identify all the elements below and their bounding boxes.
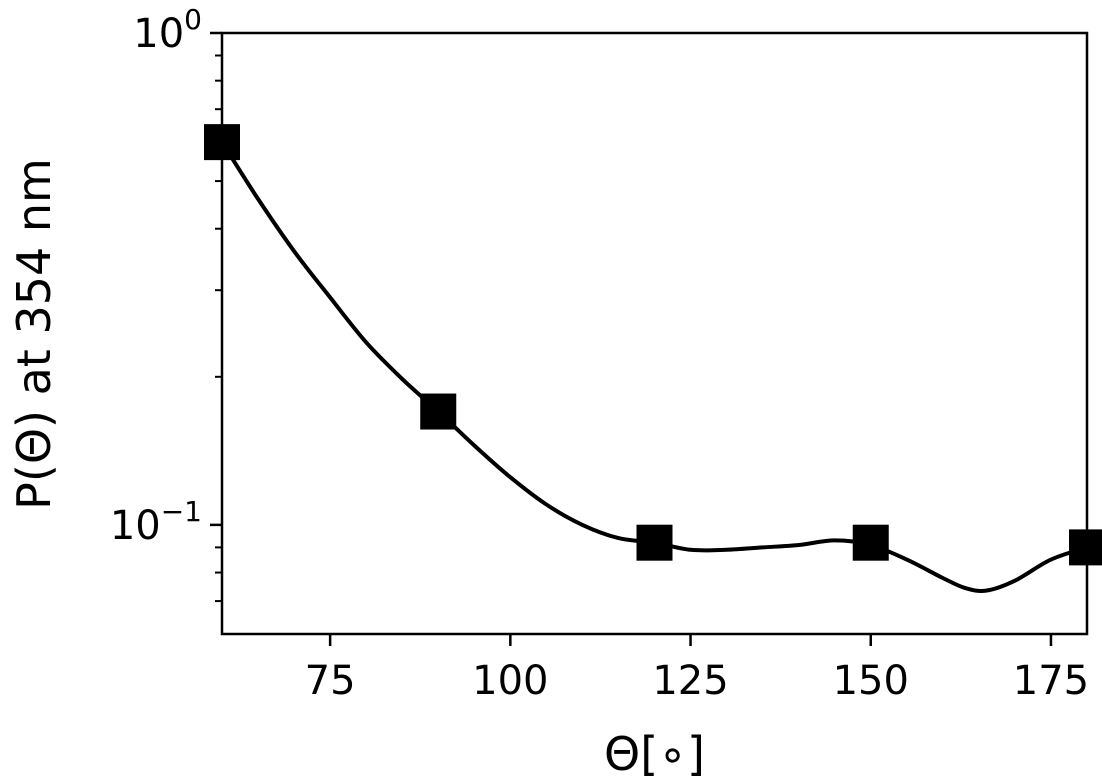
x-tick-label: 125 [652,658,728,704]
curve-layer [220,141,1088,593]
x-tick-label: 175 [1013,658,1089,704]
data-point-marker [420,393,457,430]
x-tick-label: 75 [305,658,356,704]
y-tick-label: 10−1 [110,495,202,549]
data-point-marker [852,524,889,561]
x-tick-label: 100 [472,658,548,704]
x-tick-label: 150 [833,658,909,704]
ticks-layer: 75 100 125 150 175 100 10−1 [110,3,1089,704]
fit-curve-line [220,141,1088,593]
y-tick-label: 100 [133,3,202,57]
marker-layer [204,124,1102,566]
data-point-marker [1069,529,1102,566]
plot-frame [220,31,1089,636]
y-axis-label: P(Θ) at 354 nm [7,158,61,510]
x-axis-label: Θ[∘] [604,727,705,781]
data-point-marker [636,524,673,561]
